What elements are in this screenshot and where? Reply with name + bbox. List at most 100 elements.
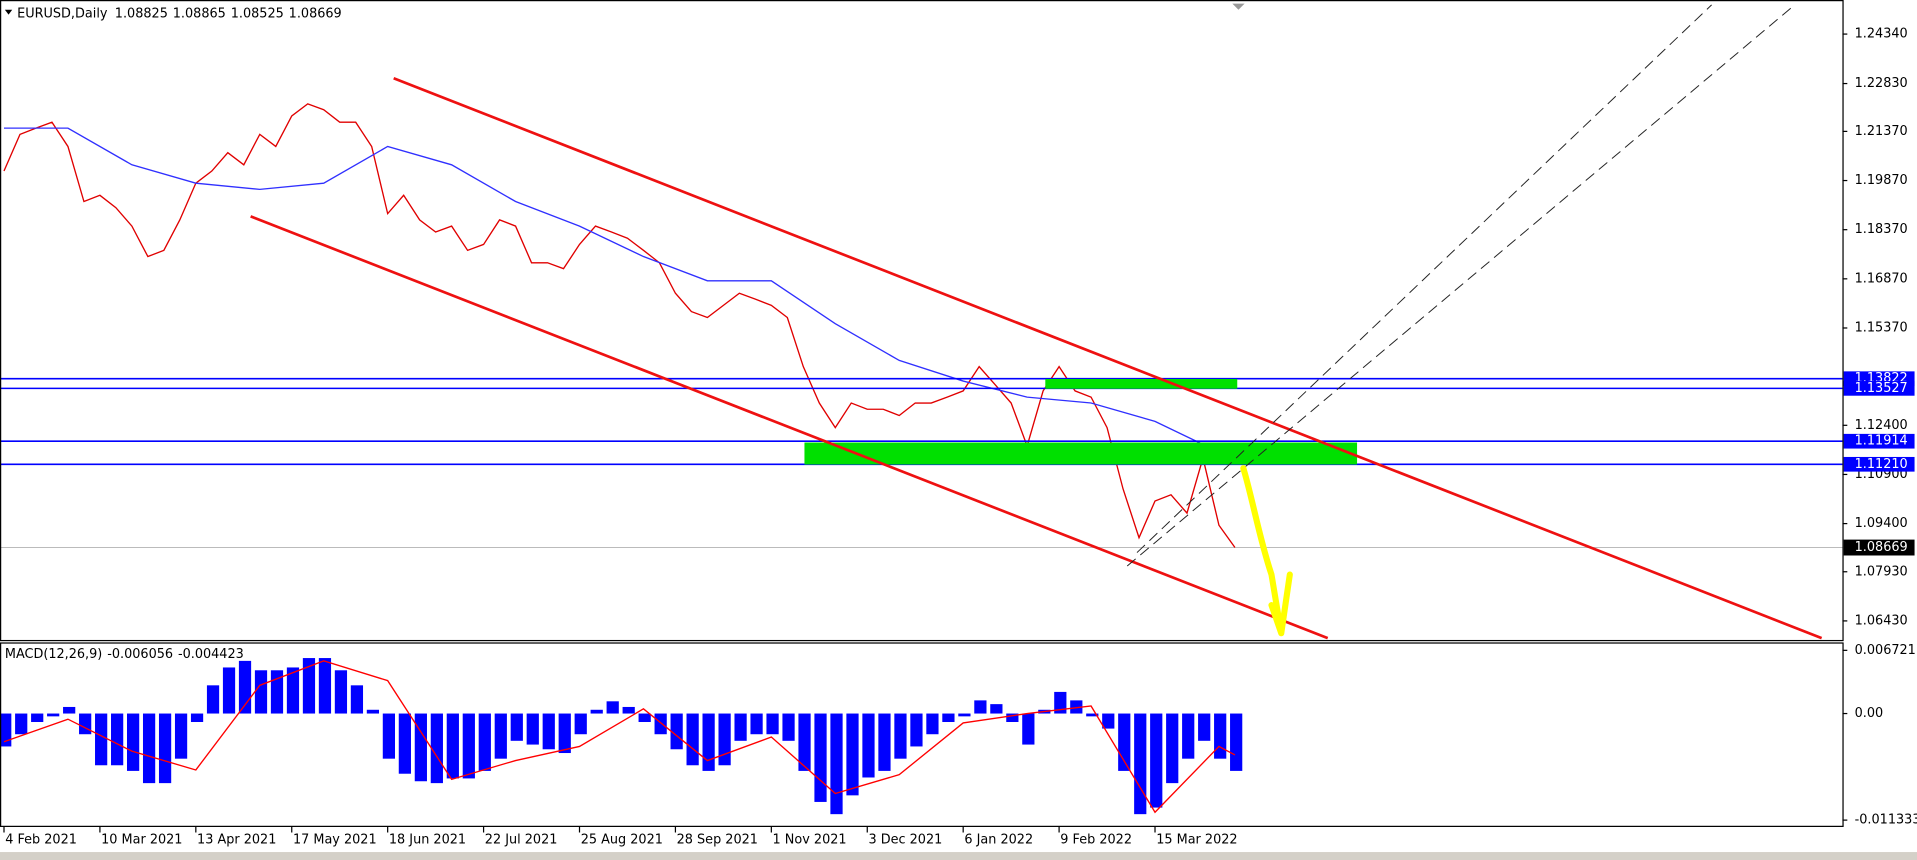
histogram-bar [958, 713, 971, 717]
current-price-label: 1.08669 [1855, 540, 1908, 555]
level-box [1843, 381, 1915, 396]
current-price-box [1843, 539, 1915, 556]
histogram-bar [1102, 713, 1115, 729]
arrow [1240, 465, 1293, 637]
histogram-bar [862, 713, 875, 778]
x-tick-label: 28 Sep 2021 [677, 832, 758, 847]
y-tick-label: 0.006721 [1855, 643, 1916, 658]
histogram-bar [510, 713, 523, 741]
y-tick-label: 1.19870 [1855, 173, 1908, 188]
histogram-bar [222, 667, 236, 714]
histogram-bar [926, 713, 939, 735]
histogram-bar [1086, 713, 1099, 717]
histogram-bar [174, 713, 188, 759]
histogram-bar [95, 713, 108, 766]
channel-line [1136, 4, 1712, 553]
histogram-bar [974, 700, 987, 714]
quote: 1.08825 [115, 6, 168, 21]
histogram-bar [654, 713, 667, 735]
histogram-bar [1070, 700, 1083, 714]
y-tick-label: 1.18370 [1855, 222, 1908, 237]
menu-arrow [4, 9, 13, 15]
indicator: MACD(12,26,9) [5, 647, 102, 662]
quote: -0.006056 [107, 647, 173, 662]
y-tick-label: 1.24340 [1855, 27, 1908, 42]
histogram-bar [1022, 713, 1035, 745]
channel-line [1126, 4, 1796, 567]
y-tick-label: 1.12400 [1855, 418, 1908, 433]
data-layer: 1.24340 1.22830 1.21370 1.19870 1.18370 1.168… [0, 27, 1917, 847]
histogram-bar [286, 667, 300, 714]
histogram-bar [462, 713, 475, 779]
histogram-bar [686, 713, 699, 766]
x-tick-label: 17 May 2021 [293, 832, 377, 847]
trend-line [250, 215, 1329, 640]
histogram-bar [47, 713, 60, 717]
price-pane [0, 0, 1844, 642]
histogram-bar [1214, 713, 1227, 759]
histogram-bar [350, 685, 364, 714]
y-tick-label: 1.09400 [1855, 516, 1908, 531]
marker [1232, 3, 1245, 10]
histogram-bar [606, 701, 619, 714]
y-tick-label: 1.07930 [1855, 564, 1908, 579]
histogram-bar [334, 670, 348, 714]
histogram-bar [766, 713, 779, 735]
macd-pane [0, 642, 1844, 827]
histogram-bar [302, 658, 316, 714]
histogram-bar [798, 713, 811, 771]
histogram-bar [638, 713, 651, 723]
histogram-bar [446, 713, 459, 779]
histogram-bar [190, 713, 204, 723]
x-tick-label: 13 Apr 2021 [197, 832, 276, 847]
y-tick-label: 1.22830 [1855, 76, 1908, 91]
y-tick-label: -0.011333 [1855, 813, 1917, 828]
x-tick-label: 3 Dec 2021 [868, 832, 942, 847]
histogram-bar [1198, 713, 1211, 741]
histogram-bar [63, 706, 76, 714]
level-box [1843, 456, 1915, 472]
histogram-bar [622, 706, 635, 714]
histogram-bar [414, 713, 427, 782]
macd-header: MACD(12,26,9) -0.006056 -0.004423 [5, 647, 244, 662]
histogram-bar [558, 713, 571, 754]
y-tick-label: 1.21370 [1855, 124, 1908, 139]
histogram-bar [782, 713, 795, 741]
histogram-bar [126, 713, 140, 771]
x-tick-label: 22 Jul 2021 [485, 832, 558, 847]
histogram-bar [718, 713, 731, 766]
histogram-bar [430, 713, 443, 784]
x-tick-label: 10 Mar 2021 [101, 832, 182, 847]
quote: 1.08865 [173, 6, 226, 21]
level-label: 1.11210 [1855, 457, 1908, 472]
histogram-bar [1054, 691, 1067, 714]
histogram-bar [254, 670, 268, 714]
x-tick-label: 25 Aug 2021 [581, 832, 663, 847]
x-tick-label: 18 Jun 2021 [389, 832, 466, 847]
histogram-bar [0, 713, 12, 747]
histogram-bar [270, 670, 284, 714]
drawings [250, 3, 1823, 640]
level-box [1843, 433, 1915, 449]
level-label: 1.13527 [1855, 381, 1908, 396]
histogram-bar [1166, 713, 1179, 784]
histogram-bar [398, 713, 411, 774]
histogram-bar [15, 713, 28, 735]
y-tick-label: 1.06430 [1855, 613, 1908, 628]
histogram-bar [830, 713, 843, 815]
histogram-bar [31, 713, 44, 723]
histogram-bar [750, 713, 763, 735]
zone [804, 442, 1358, 465]
y-tick-label: 1.15370 [1855, 320, 1908, 335]
histogram-bar [910, 713, 923, 747]
histogram-bar [478, 713, 491, 771]
histogram-bar [1006, 713, 1019, 723]
level-label: 1.11914 [1855, 434, 1908, 449]
tab-strip [0, 852, 1917, 860]
series-line [3, 103, 1236, 548]
histogram-bar [878, 713, 891, 771]
histogram-bar [526, 713, 539, 745]
